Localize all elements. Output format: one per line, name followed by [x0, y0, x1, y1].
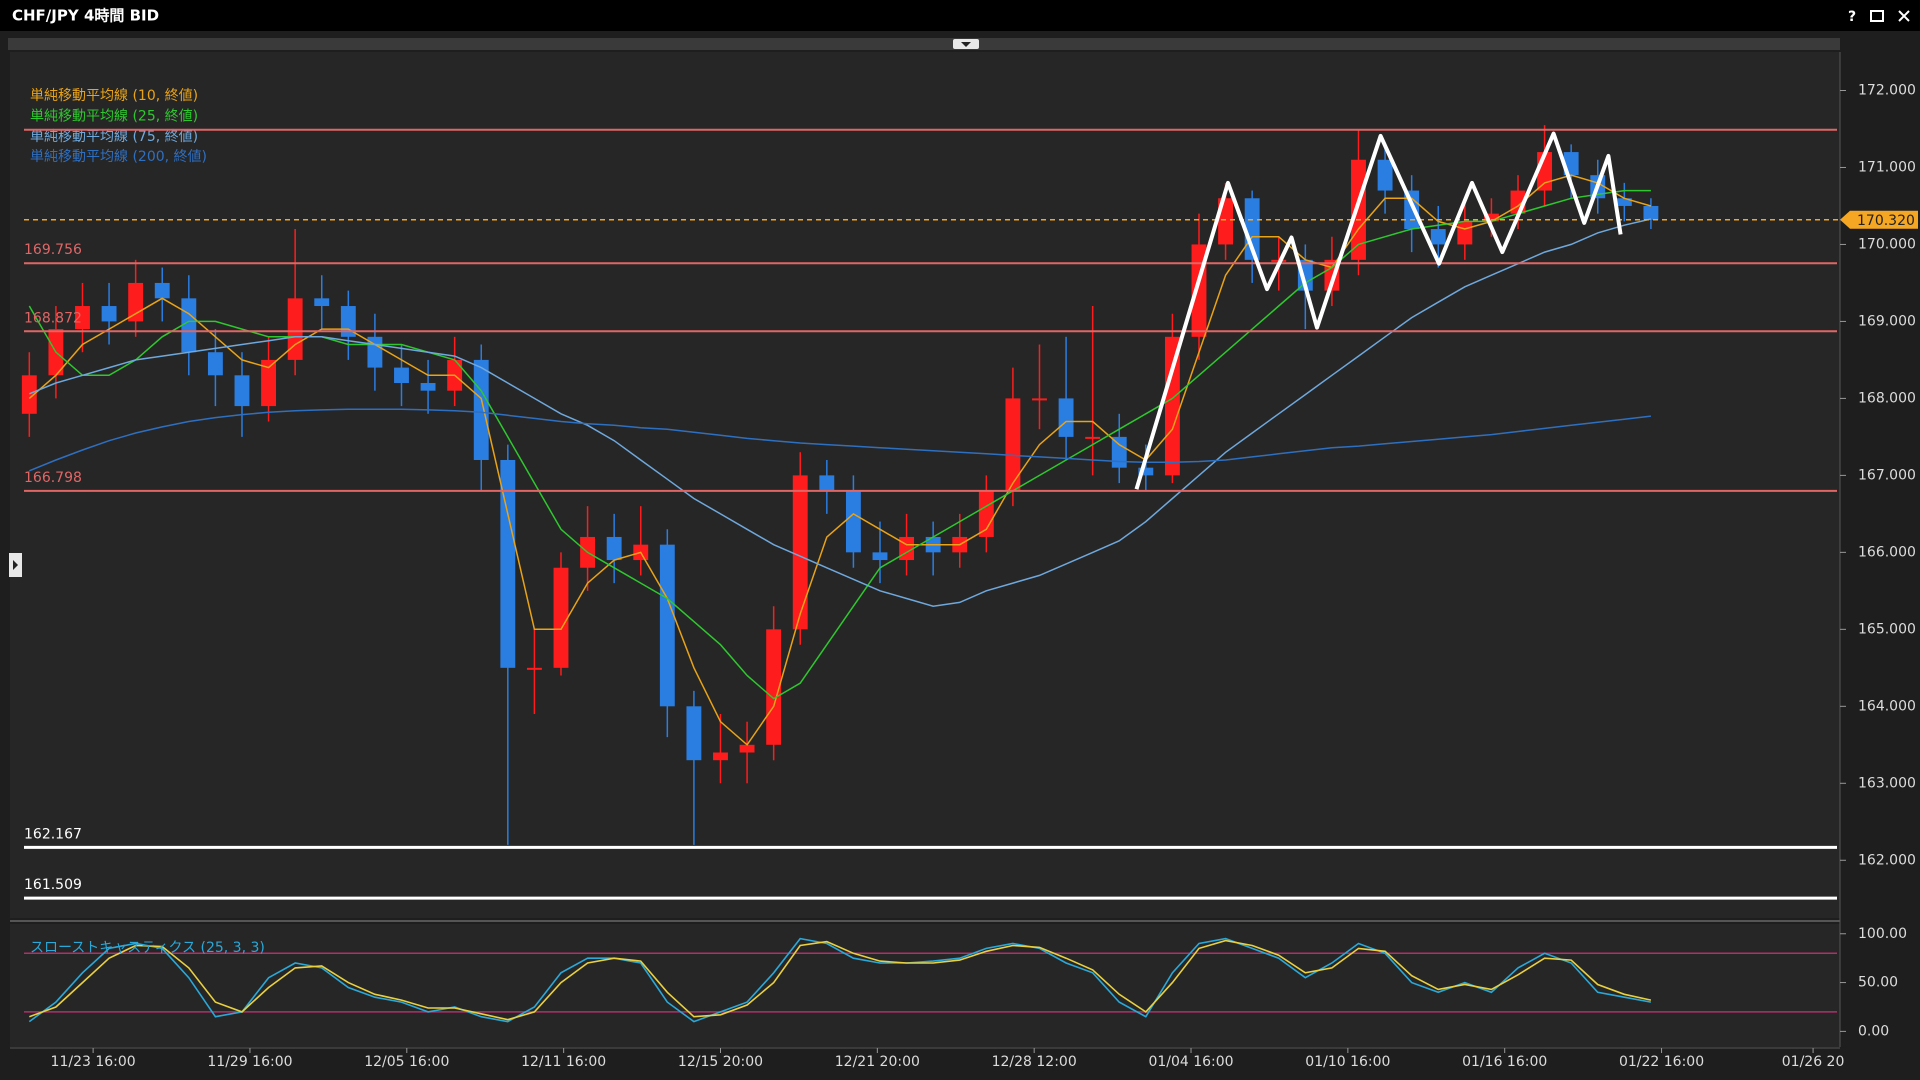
window-title: CHF/JPY 4時間 BID	[12, 7, 159, 25]
candle-body	[553, 567, 569, 668]
candle-body	[872, 552, 888, 561]
indicator-line	[29, 939, 1652, 1021]
last-price-tag	[1840, 210, 1918, 229]
collapse-icon	[961, 42, 971, 47]
x-tick-label: 11/23 16:00	[51, 1054, 136, 1070]
x-tick-label: 12/28 12:00	[992, 1054, 1077, 1070]
y-tick-label: 168.000	[1858, 390, 1916, 406]
moving-average	[29, 218, 1652, 607]
candle-body	[1111, 436, 1127, 468]
y-tick-label: 167.000	[1858, 467, 1916, 483]
x-tick-label: 11/29 16:00	[207, 1054, 292, 1070]
y-tick-label: 172.000	[1858, 82, 1916, 98]
x-tick-label: 01/10 16:00	[1305, 1054, 1390, 1070]
level-label: 169.756	[24, 242, 82, 258]
trend-drawing	[1134, 131, 1623, 490]
candle-body	[394, 367, 409, 384]
maximize-button[interactable]	[1870, 10, 1884, 22]
indicator-title: スローストキャスティクス (25, 3, 3)	[30, 940, 265, 956]
candle-body	[21, 375, 37, 414]
indicator-y-tick-label: 50.00	[1858, 975, 1898, 991]
level-label: 161.509	[24, 877, 82, 893]
x-tick-label: 01/16 16:00	[1462, 1054, 1547, 1070]
candle-body	[1085, 436, 1101, 439]
candle-body	[766, 629, 782, 745]
candle-body	[101, 306, 117, 322]
candle-body	[1244, 198, 1260, 260]
indicator-plot-area	[10, 924, 1840, 1047]
candle-body	[1430, 229, 1446, 245]
y-tick-label: 171.000	[1858, 159, 1916, 175]
toolbar-strip	[8, 38, 1840, 50]
candle-body	[792, 475, 808, 630]
candle-body	[1457, 221, 1473, 245]
candle-body	[234, 375, 250, 407]
level-label: 168.872	[24, 310, 82, 326]
close-button[interactable]	[1898, 10, 1910, 22]
candle-body	[314, 298, 330, 307]
y-tick-label: 163.000	[1858, 775, 1916, 791]
x-tick-label: 12/15 20:00	[678, 1054, 763, 1070]
candle-body	[128, 282, 144, 322]
x-tick-label: 12/21 20:00	[835, 1054, 920, 1070]
candle-body	[1643, 205, 1659, 220]
candle-body	[287, 298, 303, 360]
legend-entry: 単純移動平均線 (200, 終値)	[30, 149, 207, 165]
candle-body	[500, 459, 516, 668]
level-label: 166.798	[24, 470, 82, 486]
help-button[interactable]: ?	[1848, 9, 1856, 25]
main-plot-area	[10, 52, 1840, 918]
candle-body	[978, 490, 994, 537]
side-panel-icon	[13, 560, 18, 570]
candle-body	[1377, 159, 1393, 191]
y-tick-label: 165.000	[1858, 621, 1916, 637]
candle-body	[1483, 213, 1499, 222]
candle-body	[1005, 398, 1021, 491]
legend-entry: 単純移動平均線 (10, 終値)	[30, 88, 198, 104]
x-tick-label: 12/11 16:00	[521, 1054, 606, 1070]
candle-body	[1032, 398, 1047, 401]
candle-body	[526, 667, 542, 670]
candle-body	[899, 536, 915, 561]
y-tick-label: 164.000	[1858, 698, 1916, 714]
indicator-y-tick-label: 0.00	[1858, 1023, 1889, 1039]
moving-average	[28, 174, 1652, 746]
candle-body	[686, 706, 702, 761]
candle-body	[819, 475, 835, 491]
level-label: 162.167	[24, 826, 82, 842]
y-tick-label: 162.000	[1858, 852, 1916, 868]
candle-body	[713, 752, 728, 761]
candle-body	[606, 536, 622, 561]
title-bar	[0, 0, 1920, 31]
x-tick-label: 01/26 20	[1782, 1054, 1845, 1070]
candle-body	[1138, 467, 1154, 476]
candle-body	[659, 544, 675, 707]
x-tick-label: 01/22 16:00	[1619, 1054, 1704, 1070]
candle-body	[1616, 198, 1632, 206]
candle-body	[154, 282, 170, 299]
x-tick-label: 01/04 16:00	[1148, 1054, 1233, 1070]
candle-body	[261, 359, 277, 407]
y-tick-label: 170.000	[1858, 236, 1916, 252]
legend-entry: 単純移動平均線 (75, 終値)	[30, 129, 198, 145]
candle-body	[420, 383, 436, 391]
candle-body	[1058, 398, 1074, 437]
candle-body	[75, 306, 90, 330]
y-tick-label: 166.000	[1858, 544, 1916, 560]
candle-body	[845, 490, 861, 553]
indicator-y-tick-label: 100.00	[1858, 926, 1907, 942]
candle-body	[473, 359, 489, 460]
plot-layer: 172.000 171.000 170.000 169.000 168.000 167.0…	[21, 82, 1918, 1070]
indicator-line	[28, 937, 1652, 1023]
x-tick-label: 12/05 16:00	[364, 1054, 449, 1070]
candle-body	[207, 352, 223, 376]
candle-body	[1164, 336, 1180, 476]
last-price-label: 170.320	[1857, 213, 1915, 229]
moving-average	[29, 408, 1651, 472]
y-tick-label: 169.000	[1858, 313, 1916, 329]
legend-entry: 単純移動平均線 (25, 終値)	[30, 108, 198, 124]
candle-body	[739, 744, 755, 753]
